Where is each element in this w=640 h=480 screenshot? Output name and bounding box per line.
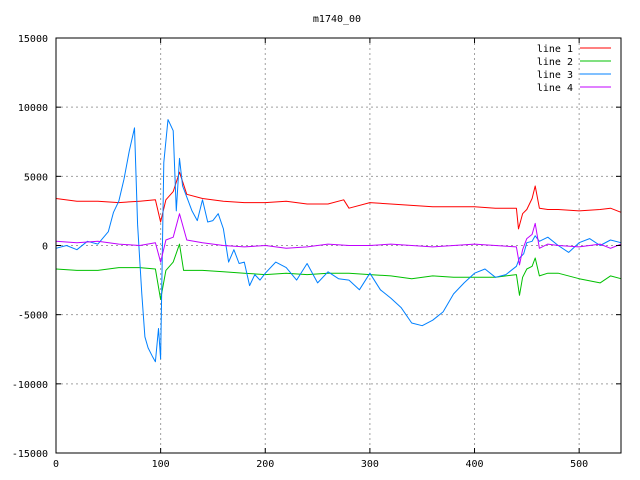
legend: line 1 line 2 line 3 line 4 [537, 44, 611, 94]
x-tick-label: 100 [152, 459, 170, 470]
y-tick-label: -15000 [12, 449, 48, 460]
series-line-4 [55, 213, 622, 266]
series-layer [55, 119, 622, 363]
x-tick-label: 400 [465, 459, 483, 470]
axes: 0 100 200 300 400 500 -15000 -10000 -5000 0 5000 10… [12, 34, 621, 470]
chart-title: m1740_00 [313, 14, 361, 25]
x-tick-label: 300 [361, 459, 379, 470]
x-tick-label: 500 [570, 459, 588, 470]
y-tick-label: 0 [42, 242, 48, 253]
y-tick-label: 10000 [18, 103, 48, 114]
y-tick-label: -10000 [12, 380, 48, 391]
series-line-2 [55, 243, 622, 300]
legend-label: line 3 [537, 70, 573, 81]
x-tick-label: 200 [256, 459, 274, 470]
y-tick-label: -5000 [18, 311, 48, 322]
legend-label: line 1 [537, 44, 573, 55]
series-line-1 [55, 171, 622, 230]
series-line-3 [55, 119, 622, 363]
y-tick-label: 15000 [18, 34, 48, 45]
legend-label: line 2 [537, 57, 573, 68]
grid [56, 38, 621, 453]
legend-label: line 4 [537, 83, 573, 94]
x-tick-label: 0 [53, 459, 59, 470]
y-tick-label: 5000 [24, 172, 48, 183]
